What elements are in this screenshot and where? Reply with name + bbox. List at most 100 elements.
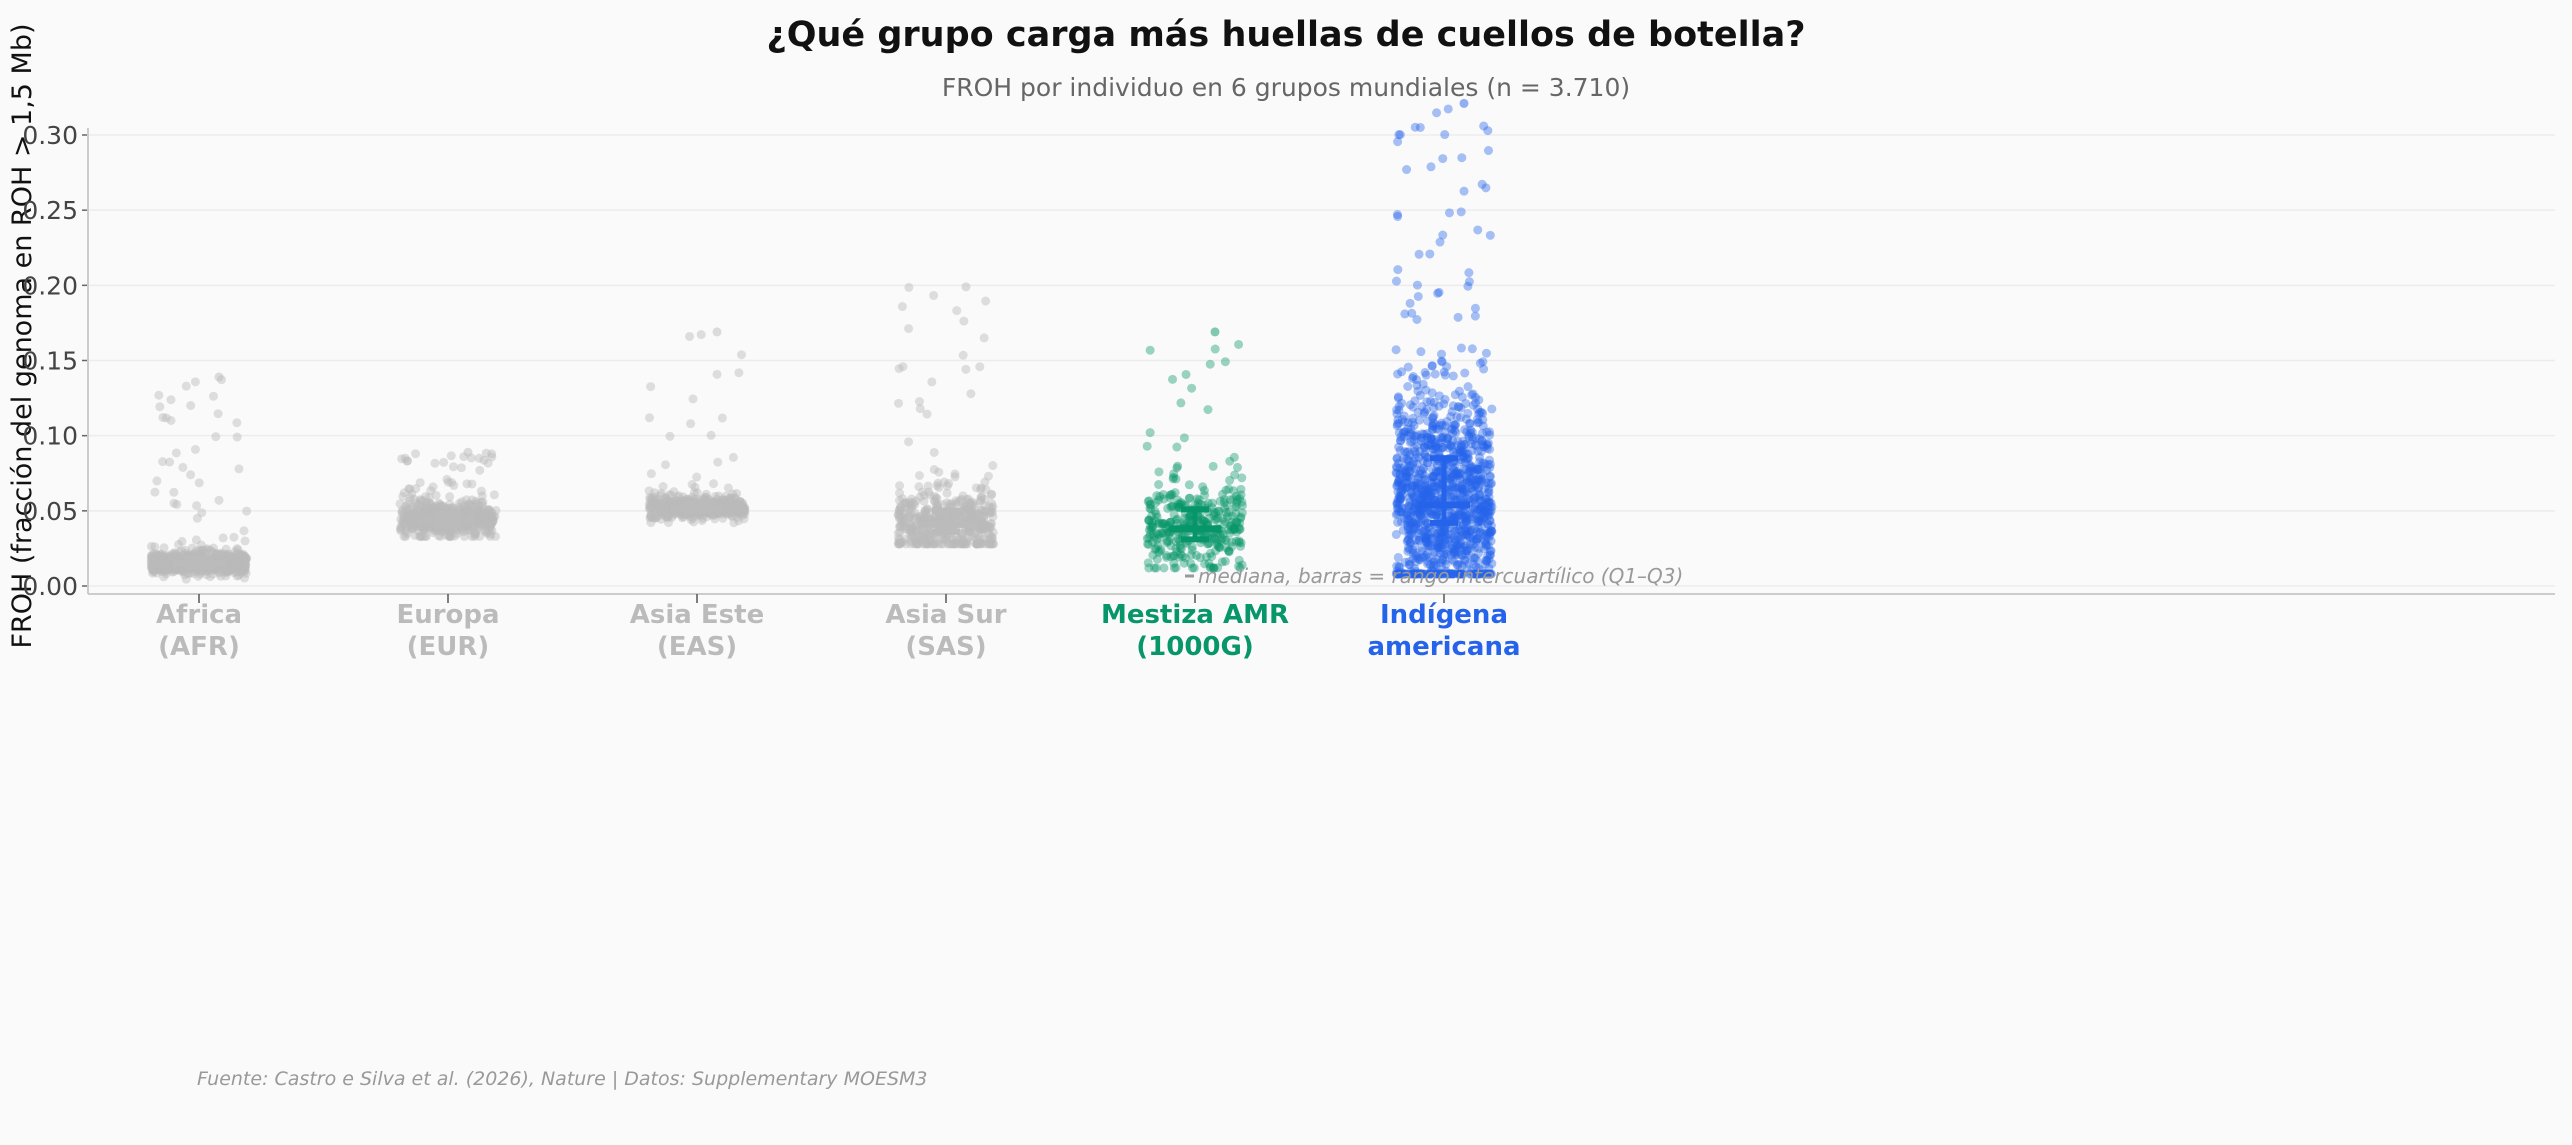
data-point — [905, 499, 915, 509]
data-point — [404, 484, 414, 494]
data-point — [930, 491, 940, 501]
data-point — [153, 560, 163, 570]
data-point — [487, 508, 497, 518]
data-point — [396, 514, 406, 524]
data-point — [232, 556, 242, 566]
data-point — [445, 492, 455, 502]
data-point — [461, 521, 471, 531]
data-point — [1412, 280, 1422, 290]
data-point — [462, 479, 472, 489]
data-point — [410, 508, 420, 518]
data-point — [718, 494, 728, 504]
data-point — [484, 520, 494, 530]
data-point — [656, 490, 666, 500]
data-point — [644, 504, 654, 514]
data-point — [912, 538, 922, 548]
data-point — [1415, 390, 1425, 400]
data-point — [678, 492, 688, 502]
data-point — [148, 568, 158, 578]
data-point — [239, 526, 249, 536]
data-point — [150, 487, 160, 497]
data-point — [654, 504, 664, 514]
data-point — [404, 504, 414, 514]
data-point — [405, 484, 415, 494]
data-point — [449, 480, 459, 490]
data-point — [644, 486, 654, 496]
data-point — [988, 461, 998, 471]
data-point — [722, 502, 732, 512]
data-point — [1445, 440, 1455, 450]
data-point — [151, 549, 161, 559]
data-point — [967, 503, 977, 513]
gridlines — [88, 134, 2555, 587]
data-point — [713, 457, 723, 467]
data-point — [223, 555, 233, 565]
data-point — [1431, 439, 1441, 449]
y-ticks: 0.00 0.05 0.10 0.15 0.20 0.25 0.30 — [22, 121, 88, 601]
data-point — [396, 523, 406, 533]
data-point — [178, 565, 188, 575]
data-point — [1485, 459, 1495, 469]
data-point — [152, 561, 162, 571]
data-point — [647, 500, 657, 510]
data-point — [421, 492, 431, 502]
data-point — [729, 493, 739, 503]
data-point — [214, 495, 224, 505]
data-point — [1449, 420, 1459, 430]
data-point — [1418, 464, 1428, 474]
data-point — [1484, 497, 1494, 507]
data-point — [725, 506, 735, 516]
data-point — [448, 503, 458, 513]
data-point — [986, 506, 996, 516]
data-point — [893, 539, 903, 549]
data-point — [473, 512, 483, 522]
data-point — [1412, 380, 1422, 390]
data-point — [663, 518, 673, 528]
data-point — [905, 524, 915, 534]
data-point — [474, 501, 484, 511]
data-point — [461, 502, 471, 512]
data-point — [1210, 344, 1220, 354]
data-point — [1487, 404, 1497, 414]
data-point — [949, 539, 959, 549]
data-point — [646, 469, 656, 479]
data-point — [177, 536, 187, 546]
data-point — [467, 479, 477, 489]
data-point — [411, 498, 421, 508]
data-point — [1443, 104, 1453, 114]
data-point — [929, 447, 939, 457]
data-point — [652, 499, 662, 509]
data-point — [484, 515, 494, 525]
data-point — [170, 549, 180, 559]
data-point — [685, 512, 695, 522]
data-point — [739, 503, 749, 513]
data-point — [930, 496, 940, 506]
data-point — [1477, 474, 1487, 484]
data-point — [1406, 429, 1416, 439]
data-point — [463, 505, 473, 515]
data-point — [474, 453, 484, 463]
data-point — [482, 529, 492, 539]
data-point — [477, 517, 487, 527]
data-point — [727, 505, 737, 515]
data-point — [236, 561, 246, 571]
data-point — [227, 560, 237, 570]
data-point — [193, 571, 203, 581]
data-point — [151, 559, 161, 569]
data-point — [473, 505, 483, 515]
data-point — [938, 539, 948, 549]
data-point — [201, 545, 211, 555]
data-point — [906, 504, 916, 514]
data-point — [223, 563, 233, 573]
data-point — [153, 552, 163, 562]
x-category-label: Africa — [156, 600, 242, 630]
data-point — [233, 563, 243, 573]
data-point — [1470, 311, 1480, 321]
data-point — [159, 563, 169, 573]
data-point — [225, 566, 235, 576]
data-point — [486, 516, 496, 526]
data-point — [1425, 249, 1435, 259]
data-point — [738, 504, 748, 514]
data-point — [737, 502, 747, 512]
